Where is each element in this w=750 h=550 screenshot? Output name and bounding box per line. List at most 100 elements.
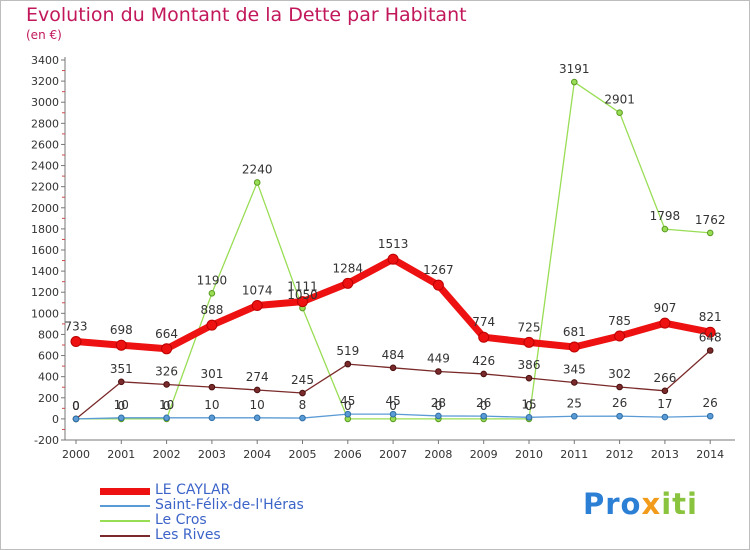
y-tick-label: 2600 (31, 138, 59, 151)
legend-label: Saint-Félix-de-l'Héras (155, 497, 304, 513)
data-label-les-rives: 301 (200, 367, 223, 381)
data-label-saint-felix: 8 (299, 398, 307, 412)
legend-label: Le Cros (155, 512, 207, 528)
x-tick-label: 2001 (107, 448, 135, 461)
data-label-le-caylar: 907 (653, 301, 676, 315)
y-tick-label: 2000 (31, 202, 59, 215)
data-point-saint-felix (72, 415, 80, 423)
chart-title: Evolution du Montant de la Dette par Hab… (26, 4, 467, 26)
data-label-saint-felix: 15 (521, 397, 536, 411)
data-label-le-cros: 1798 (650, 209, 681, 223)
data-point-les-rives (706, 347, 714, 354)
y-tick-label: 1600 (31, 244, 59, 257)
data-point-les-rives (118, 378, 125, 386)
data-point-saint-felix (163, 414, 170, 422)
data-label-le-caylar: 698 (110, 323, 133, 337)
data-point-les-rives (435, 368, 442, 375)
data-label-le-cros: 0 (163, 399, 171, 413)
data-point-le-cros (571, 78, 578, 86)
data-label-le-cros: 0 (344, 399, 352, 413)
y-tick-label: 400 (38, 371, 59, 384)
data-label-le-cros: 0 (389, 399, 397, 413)
data-point-saint-felix (208, 414, 216, 422)
data-point-saint-felix (571, 412, 578, 420)
data-point-le-caylar (568, 341, 580, 353)
data-label-saint-felix: 10 (159, 398, 174, 412)
data-point-le-caylar (523, 336, 535, 348)
y-tick-label: 600 (38, 350, 59, 363)
data-point-saint-felix (389, 410, 397, 418)
data-point-saint-felix (706, 412, 714, 420)
data-label-saint-felix: 17 (657, 397, 672, 411)
y-tick-label: 200 (38, 392, 59, 405)
data-label-saint-felix: 10 (204, 398, 219, 412)
data-label-les-rives: 519 (336, 344, 359, 358)
data-point-le-cros (661, 225, 669, 233)
data-label-le-caylar: 774 (472, 315, 495, 329)
data-point-les-rives (525, 374, 533, 382)
data-label-le-cros: 0 (525, 399, 533, 413)
proxiti-logo: Proxiti (583, 487, 698, 521)
data-label-les-rives: 245 (291, 373, 314, 387)
data-label-les-rives: 302 (608, 367, 631, 381)
y-tick-label: 0 (52, 413, 59, 426)
data-label-saint-felix: 26 (476, 396, 491, 410)
logo-part-3: iti (661, 487, 698, 521)
data-label-les-rives: 484 (382, 348, 405, 362)
data-point-les-rives (253, 386, 261, 394)
data-point-les-rives (661, 387, 669, 395)
x-tick-label: 2005 (289, 448, 317, 461)
data-label-les-rives: 386 (518, 358, 541, 372)
data-point-saint-felix (525, 414, 533, 421)
x-tick-label: 2007 (379, 448, 407, 461)
data-label-le-cros: 3191 (559, 62, 590, 76)
data-label-le-caylar: 1111 (287, 280, 318, 294)
data-point-le-cros (253, 179, 261, 186)
y-tick-label: 2800 (31, 117, 59, 130)
data-label-les-rives: 274 (246, 370, 269, 384)
x-tick-label: 2011 (560, 448, 588, 461)
data-label-saint-felix: 28 (431, 396, 446, 410)
y-tick-label: 3200 (31, 75, 59, 88)
x-tick-label: 2003 (198, 448, 226, 461)
y-tick-label: 1800 (31, 223, 59, 236)
data-point-le-caylar (659, 317, 671, 329)
data-point-le-caylar (297, 296, 308, 308)
x-tick-label: 2009 (470, 448, 498, 461)
data-label-le-cros: 2901 (604, 93, 635, 107)
legend-label: Les Rives (155, 527, 221, 543)
y-tick-label: 2400 (31, 160, 59, 173)
data-point-saint-felix (118, 414, 125, 422)
data-point-saint-felix (435, 412, 442, 420)
data-point-le-cros (208, 289, 216, 297)
legend-swatch (100, 535, 150, 537)
data-label-le-cros: 0 (435, 399, 443, 413)
data-label-saint-felix: 10 (114, 398, 129, 412)
data-label-saint-felix: 45 (340, 394, 355, 408)
legend-label: LE CAYLAR (155, 482, 231, 498)
data-label-le-caylar: 725 (518, 320, 541, 334)
data-point-le-caylar (251, 300, 263, 312)
y-tick-label: 1200 (31, 286, 59, 299)
chart-subtitle: (en €) (26, 28, 62, 42)
y-tick-label: 2200 (31, 181, 59, 194)
data-label-saint-felix: 10 (250, 398, 265, 412)
y-tick-label: 1400 (31, 265, 59, 278)
data-label-le-cros: 0 (72, 399, 80, 413)
x-tick-label: 2002 (153, 448, 181, 461)
data-point-le-caylar (115, 339, 127, 351)
x-tick-label: 2010 (515, 448, 543, 461)
data-label-le-caylar: 733 (65, 320, 88, 334)
data-label-saint-felix: 0 (72, 399, 80, 413)
data-point-le-caylar (161, 343, 173, 355)
data-point-le-caylar (432, 279, 444, 291)
data-point-saint-felix (344, 410, 352, 418)
data-point-les-rives (571, 379, 578, 386)
data-label-le-cros: 1050 (287, 288, 318, 302)
logo-part-2: x (641, 487, 662, 521)
data-point-le-caylar (206, 319, 218, 331)
legend-swatch (100, 487, 150, 495)
data-label-les-rives: 326 (155, 364, 178, 378)
